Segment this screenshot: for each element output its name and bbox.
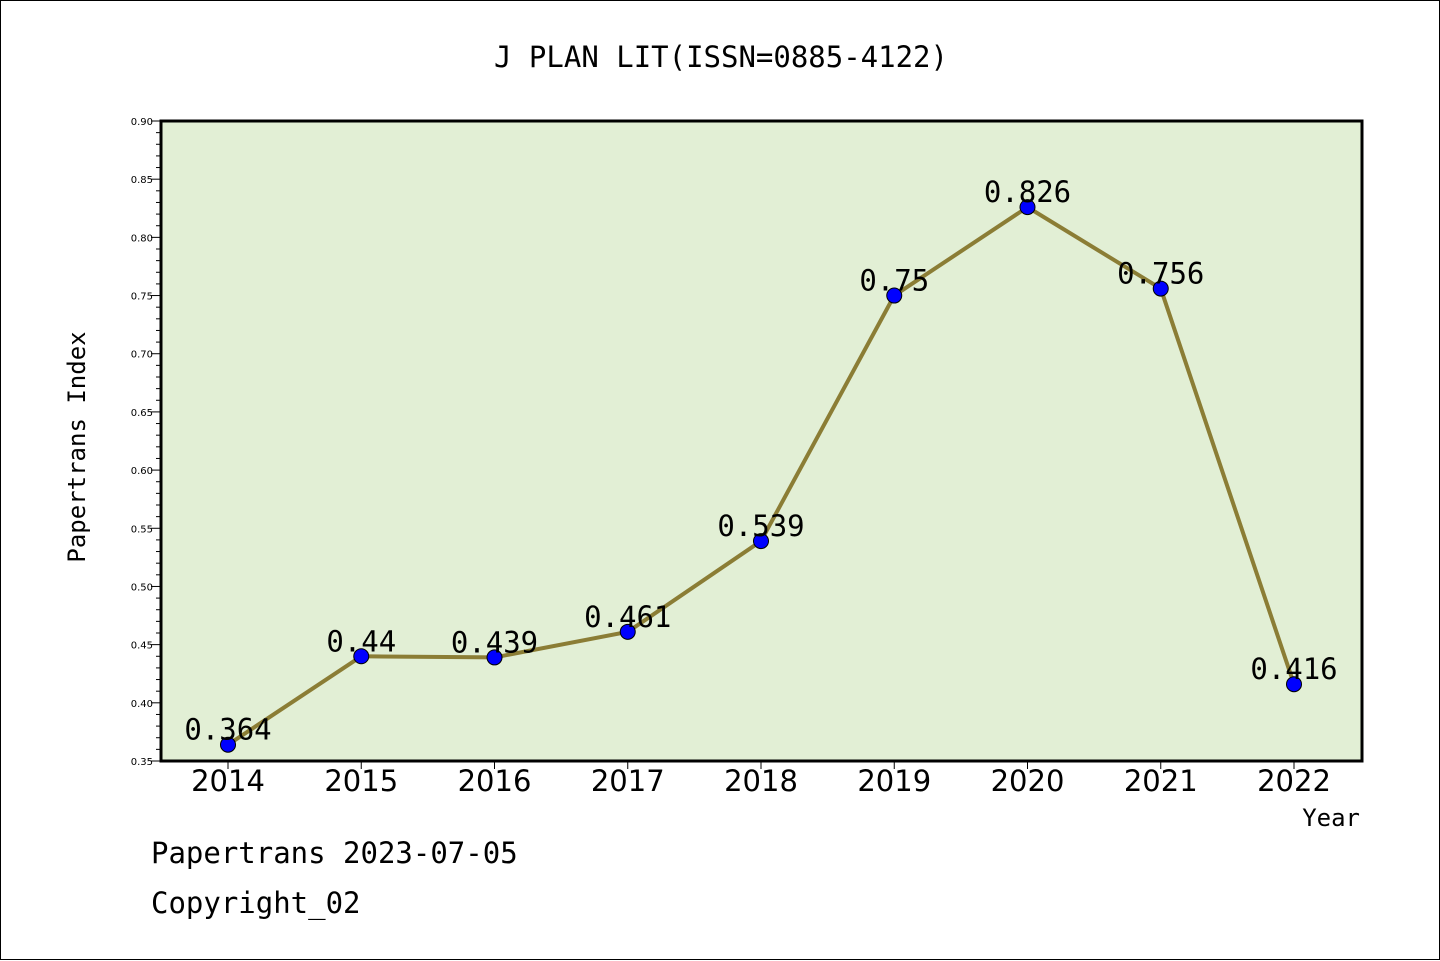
x-tick-label: 2014 — [191, 764, 265, 798]
data-point — [486, 649, 503, 666]
data-markers — [220, 199, 1302, 753]
plot-frame — [159, 119, 1364, 763]
data-label: 0.75 — [859, 264, 929, 298]
x-tick-label: 2017 — [591, 764, 665, 798]
data-label: 0.364 — [184, 713, 271, 747]
data-point — [619, 623, 636, 640]
plot-area — [161, 121, 1362, 761]
data-label: 0.44 — [326, 624, 396, 658]
source-date-text: Papertrans 2023-07-05 — [151, 836, 518, 870]
y-tick-label: 0.50 — [131, 582, 153, 593]
y-tick-label: 0.70 — [131, 350, 153, 361]
data-label: 0.416 — [1250, 652, 1337, 686]
x-axis-label: Year — [1302, 804, 1360, 832]
data-label: 0.826 — [984, 175, 1071, 209]
x-tick-label: 2020 — [991, 764, 1065, 798]
x-tick-label: 2015 — [324, 764, 398, 798]
x-tick-label: 2018 — [724, 764, 798, 798]
x-tick-label: 2022 — [1257, 764, 1331, 798]
y-tick-label: 0.45 — [131, 641, 153, 652]
data-point — [1019, 199, 1036, 216]
y-tick-label: 0.65 — [131, 408, 153, 419]
x-tick-label: 2019 — [857, 764, 931, 798]
copyright-text: Copyright_02 — [151, 886, 361, 920]
chart-title: J PLAN LIT(ISSN=0885-4122) — [494, 40, 948, 74]
y-tick-label: 0.80 — [131, 233, 153, 244]
data-point — [220, 736, 236, 753]
data-label: 0.439 — [451, 625, 538, 659]
x-tick-label: 2016 — [458, 764, 532, 798]
y-tick-label: 0.35 — [131, 757, 153, 768]
data-point — [1152, 280, 1169, 297]
y-axis-label: Papertrans Index — [63, 331, 91, 562]
data-labels: 0.364 0.44 0.439 0.461 0.539 0.75 0.826 0.756 0.… — [184, 175, 1337, 747]
y-tick-label: 0.75 — [131, 292, 153, 303]
data-label: 0.461 — [584, 600, 671, 634]
data-label: 0.756 — [1117, 257, 1204, 291]
y-tick-label: 0.40 — [131, 699, 153, 710]
data-point — [1286, 676, 1302, 693]
x-axis: 2014 2015 2016 2017 2018 2019 2020 2021 2022 — [191, 761, 1331, 798]
data-point — [886, 287, 903, 304]
y-axis: 0.35 0.40 0.45 0.50 0.55 0.60 0.65 0.70 0.75 0.80… — [131, 117, 161, 768]
x-tick-label: 2021 — [1124, 764, 1198, 798]
data-point — [753, 533, 769, 550]
y-tick-label: 0.60 — [131, 466, 153, 477]
y-tick-label: 0.55 — [131, 524, 153, 535]
y-tick-label: 0.85 — [131, 175, 153, 186]
data-point — [353, 648, 370, 665]
y-tick-label: 0.90 — [131, 117, 153, 128]
data-label: 0.539 — [717, 509, 804, 543]
